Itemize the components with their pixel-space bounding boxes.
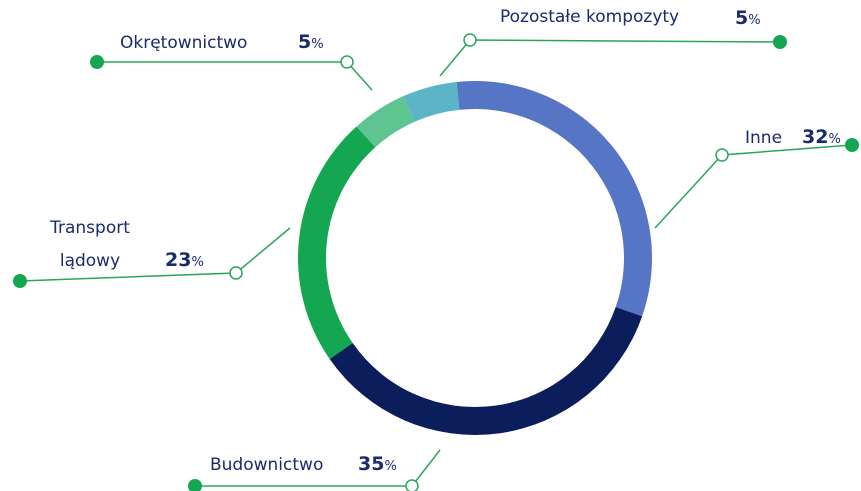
category-label: Okrętownictwo bbox=[120, 33, 247, 53]
category-label: Pozostałe kompozyty bbox=[500, 7, 679, 27]
leader-ring bbox=[463, 33, 477, 47]
leader-ring bbox=[715, 148, 729, 162]
leader-dot bbox=[845, 138, 859, 152]
leader-dot bbox=[188, 479, 202, 491]
value-label: 32% bbox=[802, 126, 841, 148]
leader-dot bbox=[90, 55, 104, 69]
value-label: 35% bbox=[358, 453, 397, 475]
leader bbox=[97, 61, 373, 91]
category-label: Budownictwo bbox=[210, 455, 323, 475]
leader-ring bbox=[405, 479, 419, 491]
donut-segment bbox=[356, 96, 415, 148]
leader-dot bbox=[13, 274, 27, 288]
value-label: 5% bbox=[735, 7, 761, 29]
leader-dot bbox=[773, 35, 787, 49]
leader-lines bbox=[13, 33, 859, 491]
category-label: Transport lądowy bbox=[49, 218, 130, 271]
donut-segment bbox=[456, 81, 652, 317]
donut-segment bbox=[298, 126, 376, 360]
leader bbox=[439, 39, 781, 77]
value-label: 23% bbox=[165, 249, 204, 271]
donut-segment bbox=[329, 307, 643, 435]
leader-ring bbox=[340, 55, 354, 69]
leader bbox=[654, 144, 853, 229]
value-label: 5% bbox=[298, 31, 324, 53]
category-label: Inne bbox=[745, 128, 782, 148]
leader-ring bbox=[229, 266, 243, 280]
donut-segment bbox=[403, 81, 460, 122]
